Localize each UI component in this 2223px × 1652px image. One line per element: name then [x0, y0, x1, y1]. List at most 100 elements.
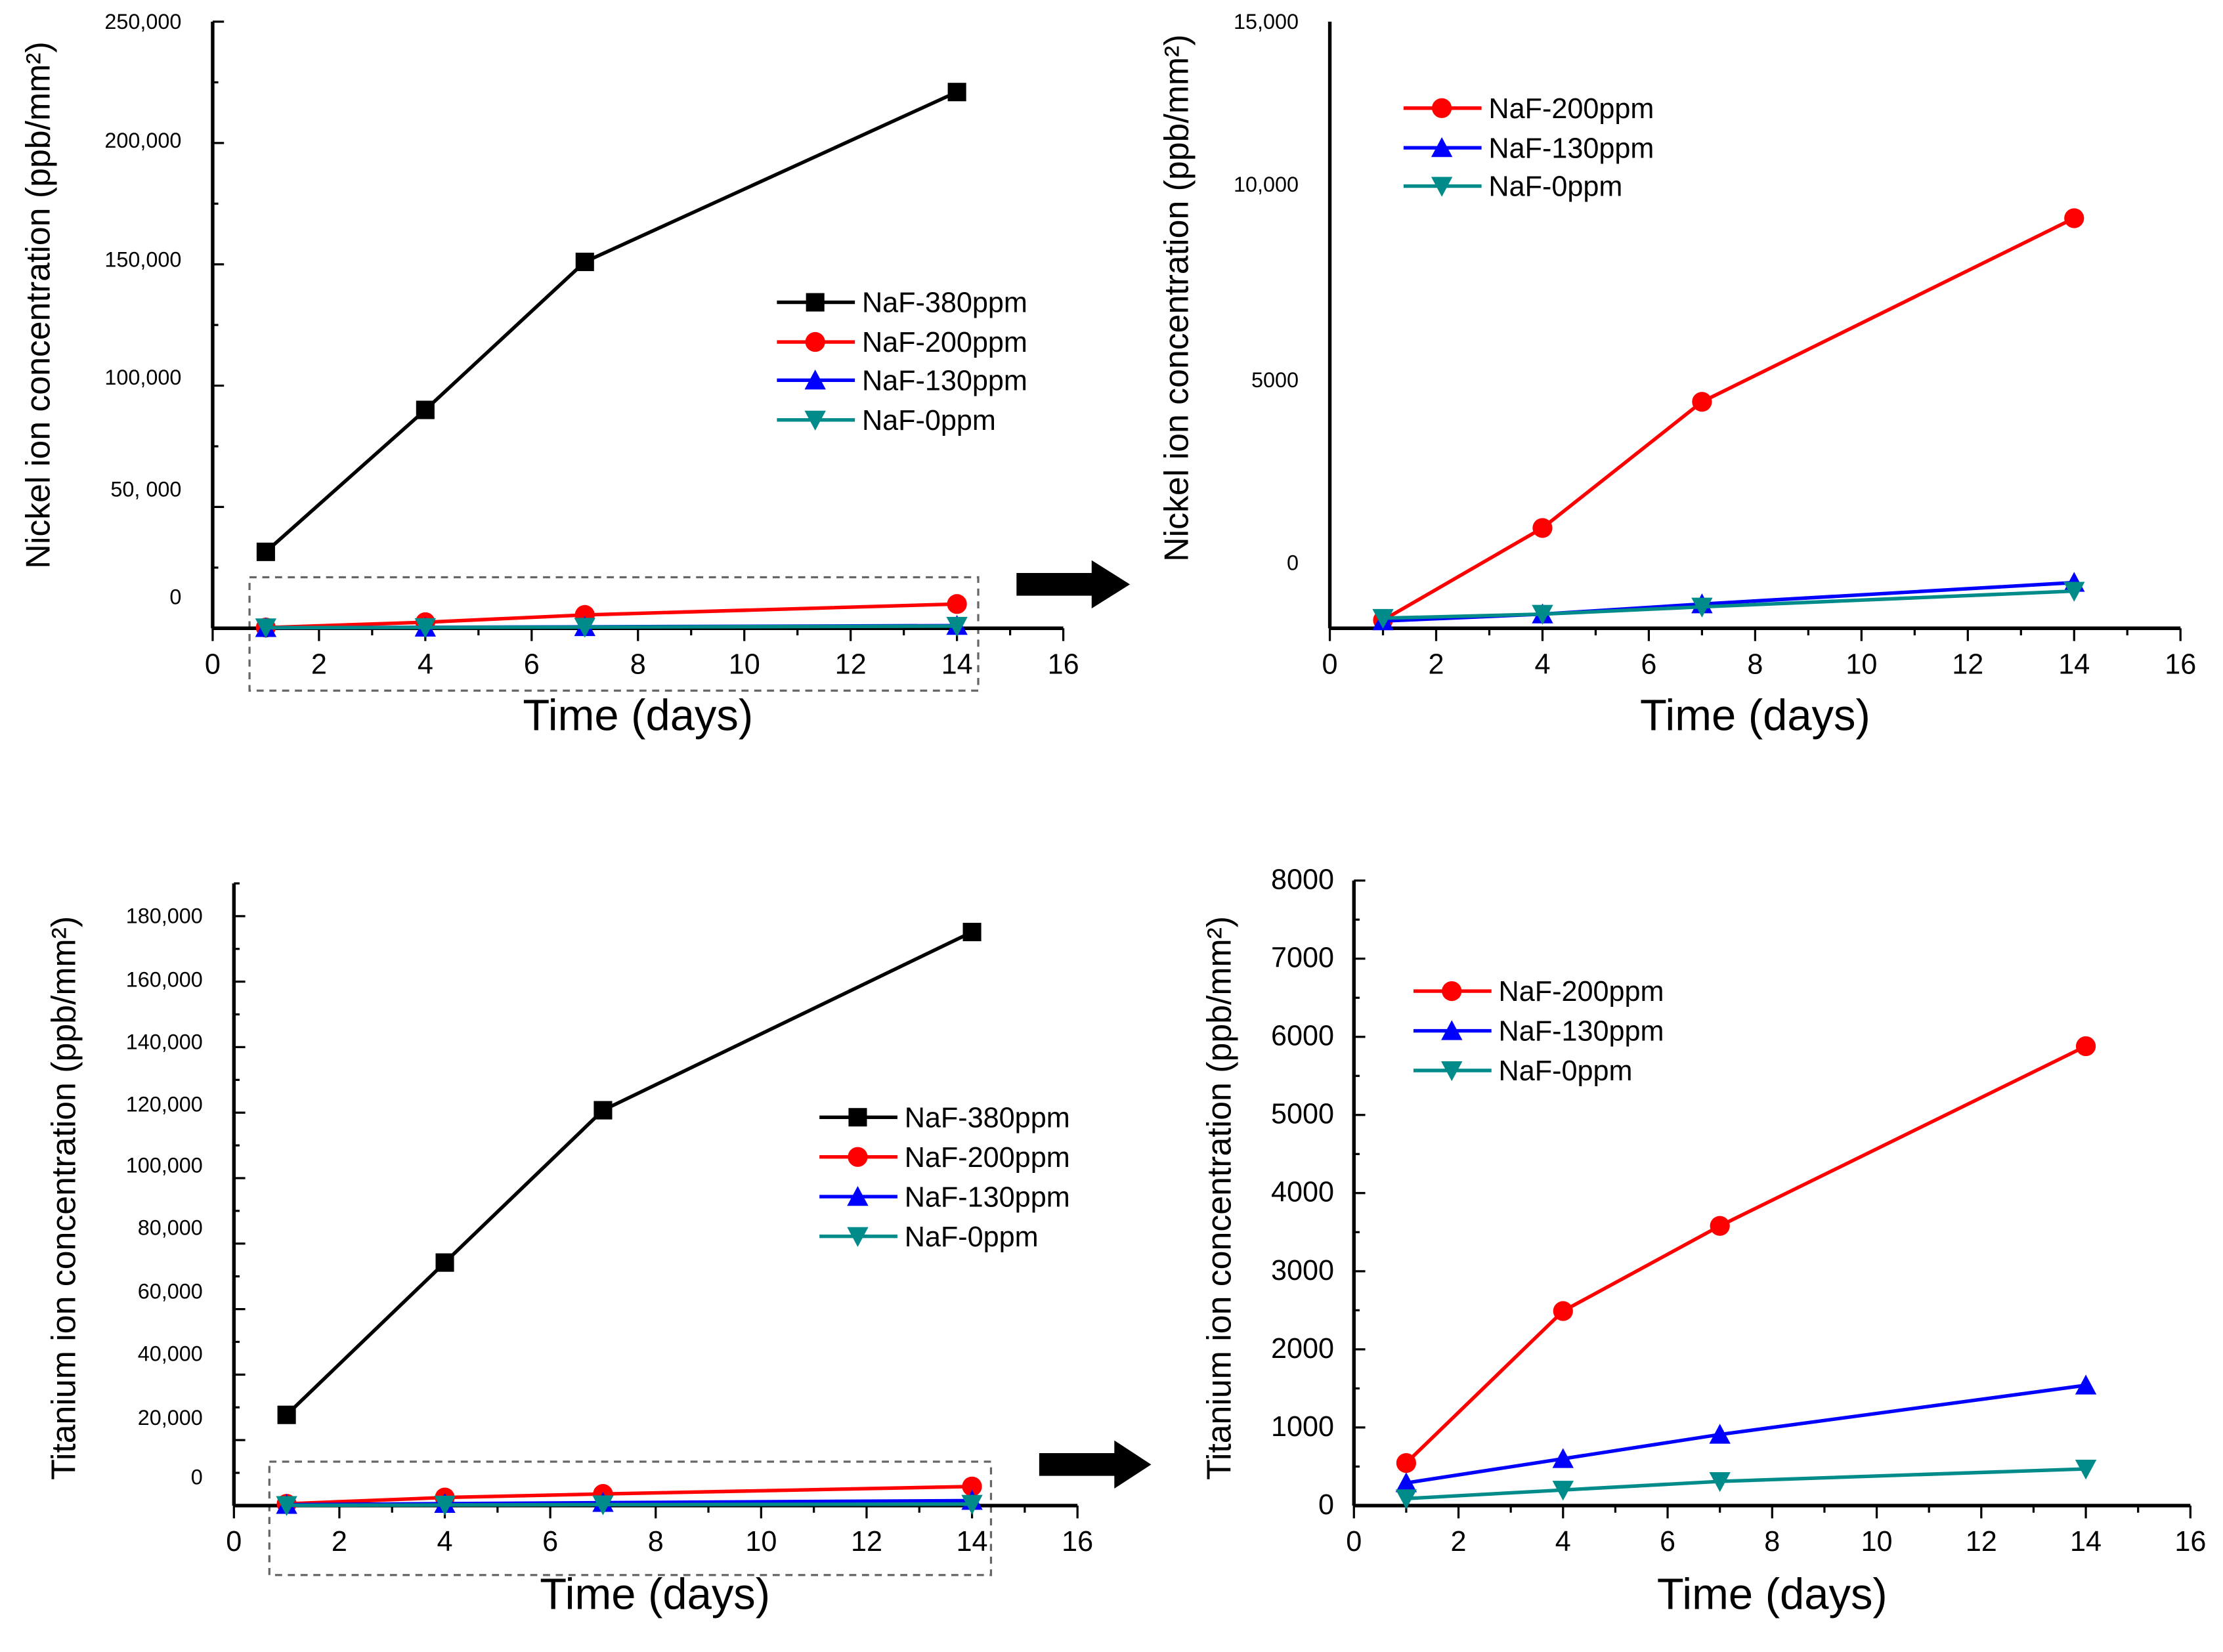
x-tick-label: 12 [1952, 648, 1983, 680]
data-point [1709, 1424, 1731, 1444]
chart-ni-all: 0 2 4 6 8 10 12 14 16 0 50, 000 100,000 150,000 200,0… [19, 10, 1079, 740]
legend-marker [1441, 1061, 1463, 1082]
x-tick-label: 14 [2058, 648, 2090, 680]
legend-item: NaF-200ppm [777, 327, 1027, 358]
legend-label: NaF-380ppm [862, 287, 1027, 319]
legend-item: NaF-380ppm [819, 1102, 1070, 1133]
series-line [285, 930, 973, 1416]
x-tick-label: 8 [1764, 1526, 1780, 1557]
data-point [575, 252, 594, 272]
data-point [947, 594, 967, 614]
data-point [1691, 597, 1713, 618]
legend-marker [847, 1185, 869, 1206]
legend-item: NaF-130ppm [777, 365, 1027, 396]
x-tick-label: 6 [542, 1526, 558, 1557]
legend-marker [848, 1108, 867, 1127]
y-tick-label: 200,000 [104, 129, 181, 152]
x-axis-title: Time (days) [1640, 691, 1870, 740]
legend-marker [1441, 1020, 1463, 1040]
data-point [574, 618, 595, 638]
y-tick-label: 2000 [1271, 1333, 1334, 1365]
zoom-region-box-titanium [268, 1460, 993, 1577]
legend-item: NaF-130ppm [1413, 1016, 1664, 1048]
data-point [276, 1496, 297, 1516]
y-tick-label: 60,000 [138, 1280, 203, 1303]
x-tick-label: 4 [437, 1526, 453, 1557]
y-tick-label: 8000 [1271, 864, 1334, 896]
x-tick-label: 12 [851, 1526, 882, 1557]
data-point [2075, 1036, 2096, 1057]
legend-marker [806, 293, 825, 312]
x-tick-label: 2 [1451, 1526, 1467, 1557]
y-tick-label: 6000 [1271, 1021, 1334, 1052]
legend-label: NaF-0ppm [905, 1221, 1039, 1253]
data-point [962, 1476, 982, 1496]
y-tick-label: 5000 [1251, 368, 1299, 392]
x-tick-label: 6 [524, 648, 540, 680]
data-point [592, 1495, 614, 1515]
x-tick-label: 12 [835, 648, 867, 680]
legend-marker [804, 370, 826, 390]
data-point [594, 1101, 613, 1120]
y-tick-label: 160,000 [126, 968, 203, 992]
legend-label: NaF-200ppm [905, 1142, 1070, 1174]
x-tick-label: 4 [418, 648, 433, 680]
legend-item: NaF-0ppm [1413, 1055, 1632, 1087]
data-point [1395, 1472, 1417, 1493]
x-tick-label: 14 [2070, 1526, 2102, 1557]
data-point [1709, 1472, 1731, 1493]
data-point [1395, 1489, 1417, 1510]
legend-marker [1431, 137, 1453, 158]
x-tick-label: 0 [1322, 648, 1338, 680]
x-tick-label: 16 [1062, 1526, 1093, 1557]
chart-ni-zoom: 0 2 4 6 8 10 12 14 16 0 5000 10,000 15,000 Time (days… [1157, 10, 2197, 740]
legend-item: NaF-380ppm [777, 287, 1027, 319]
chart-ti-all: 0 2 4 6 8 10 12 14 16 0 20,000 40,000 60,000 80,000 10… [44, 882, 1093, 1619]
legend-item: NaF-130ppm [819, 1181, 1070, 1213]
y-tick-label: 0 [1318, 1489, 1334, 1521]
x-axis-title: Time (days) [540, 1570, 770, 1619]
x-tick-label: 2 [332, 1526, 347, 1557]
legend-label: NaF-380ppm [905, 1102, 1070, 1133]
x-tick-label: 0 [205, 648, 221, 680]
series-line [286, 1485, 972, 1506]
data-point [1552, 1481, 1574, 1501]
legend-item: NaF-0ppm [777, 405, 996, 436]
y-tick-label: 0 [191, 1466, 203, 1489]
data-point [2064, 208, 2084, 228]
legend-item: NaF-130ppm [1403, 133, 1654, 164]
y-tick-label: 80,000 [138, 1216, 203, 1239]
data-point [946, 616, 968, 637]
legend-item: NaF-200ppm [819, 1142, 1070, 1174]
x-tick-label: 2 [311, 648, 327, 680]
y-tick-label: 10,000 [1234, 173, 1299, 196]
series-naf-200ppm [1396, 1036, 2096, 1473]
x-tick-label: 0 [226, 1526, 242, 1557]
data-point [414, 618, 437, 639]
series-line [265, 90, 958, 553]
y-axis-title: Titanium ion concentration (ppb/mm²) [1199, 916, 1238, 1480]
x-tick-label: 10 [729, 648, 760, 680]
series-naf-0ppm [255, 616, 968, 639]
series-naf-200ppm [276, 1476, 982, 1514]
series-line [1382, 217, 2075, 622]
y-tick-label: 100,000 [126, 1153, 203, 1177]
x-tick-label: 4 [1534, 648, 1550, 680]
data-point [1532, 518, 1553, 538]
series-line [1383, 589, 2075, 620]
y-tick-label: 1000 [1271, 1411, 1334, 1443]
legend-marker [847, 1227, 869, 1247]
y-tick-label: 0 [169, 585, 181, 609]
x-tick-label: 0 [1346, 1526, 1362, 1557]
series-naf-0ppm [1395, 1459, 2097, 1510]
series-line [286, 1502, 972, 1508]
legend-item: NaF-200ppm [1413, 976, 1664, 1007]
legend-label: NaF-200ppm [862, 327, 1027, 358]
legend-marker [1431, 177, 1453, 197]
x-tick-label: 16 [2165, 648, 2196, 680]
data-point [1553, 1301, 1573, 1321]
x-tick-label: 6 [1660, 1526, 1675, 1557]
arrow-right-icon [1016, 560, 1131, 609]
data-point [2075, 1374, 2097, 1395]
